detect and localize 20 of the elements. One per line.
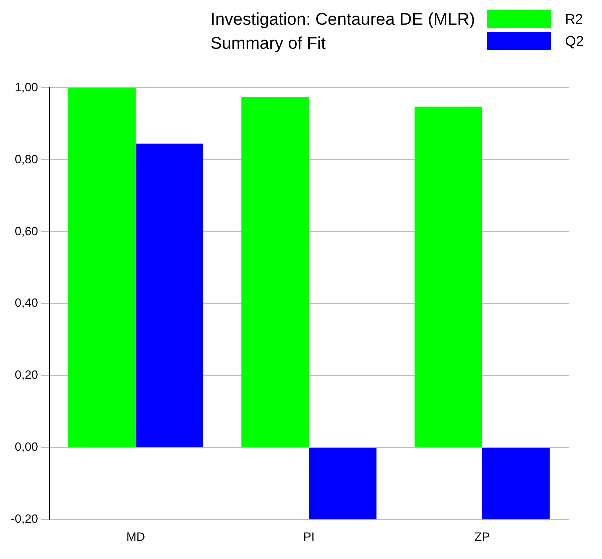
y-tick-label: 0,40 <box>14 296 39 310</box>
bar <box>68 88 136 448</box>
y-tick-label: 0,20 <box>14 368 39 382</box>
y-tick-label: 0,00 <box>14 440 39 454</box>
bar <box>242 97 310 448</box>
x-tick-label: ZP <box>474 530 490 544</box>
bar <box>414 106 482 448</box>
x-tick-label: PI <box>304 530 315 544</box>
y-tick-label: 1,00 <box>14 80 39 95</box>
x-tick-label: MD <box>126 530 146 544</box>
legend-label: R2 <box>565 11 584 27</box>
bar <box>136 144 204 448</box>
chart-title: Investigation: Centaurea DE (MLR) <box>210 9 476 31</box>
y-tick-label: 0,60 <box>14 224 39 238</box>
y-tick-label: -0,20 <box>10 512 39 526</box>
bar <box>309 448 377 520</box>
bar <box>482 448 550 520</box>
chart-subtitle: Summary of Fit <box>210 33 327 55</box>
y-tick-label: 0,80 <box>14 152 39 166</box>
legend-label: Q2 <box>565 33 584 49</box>
